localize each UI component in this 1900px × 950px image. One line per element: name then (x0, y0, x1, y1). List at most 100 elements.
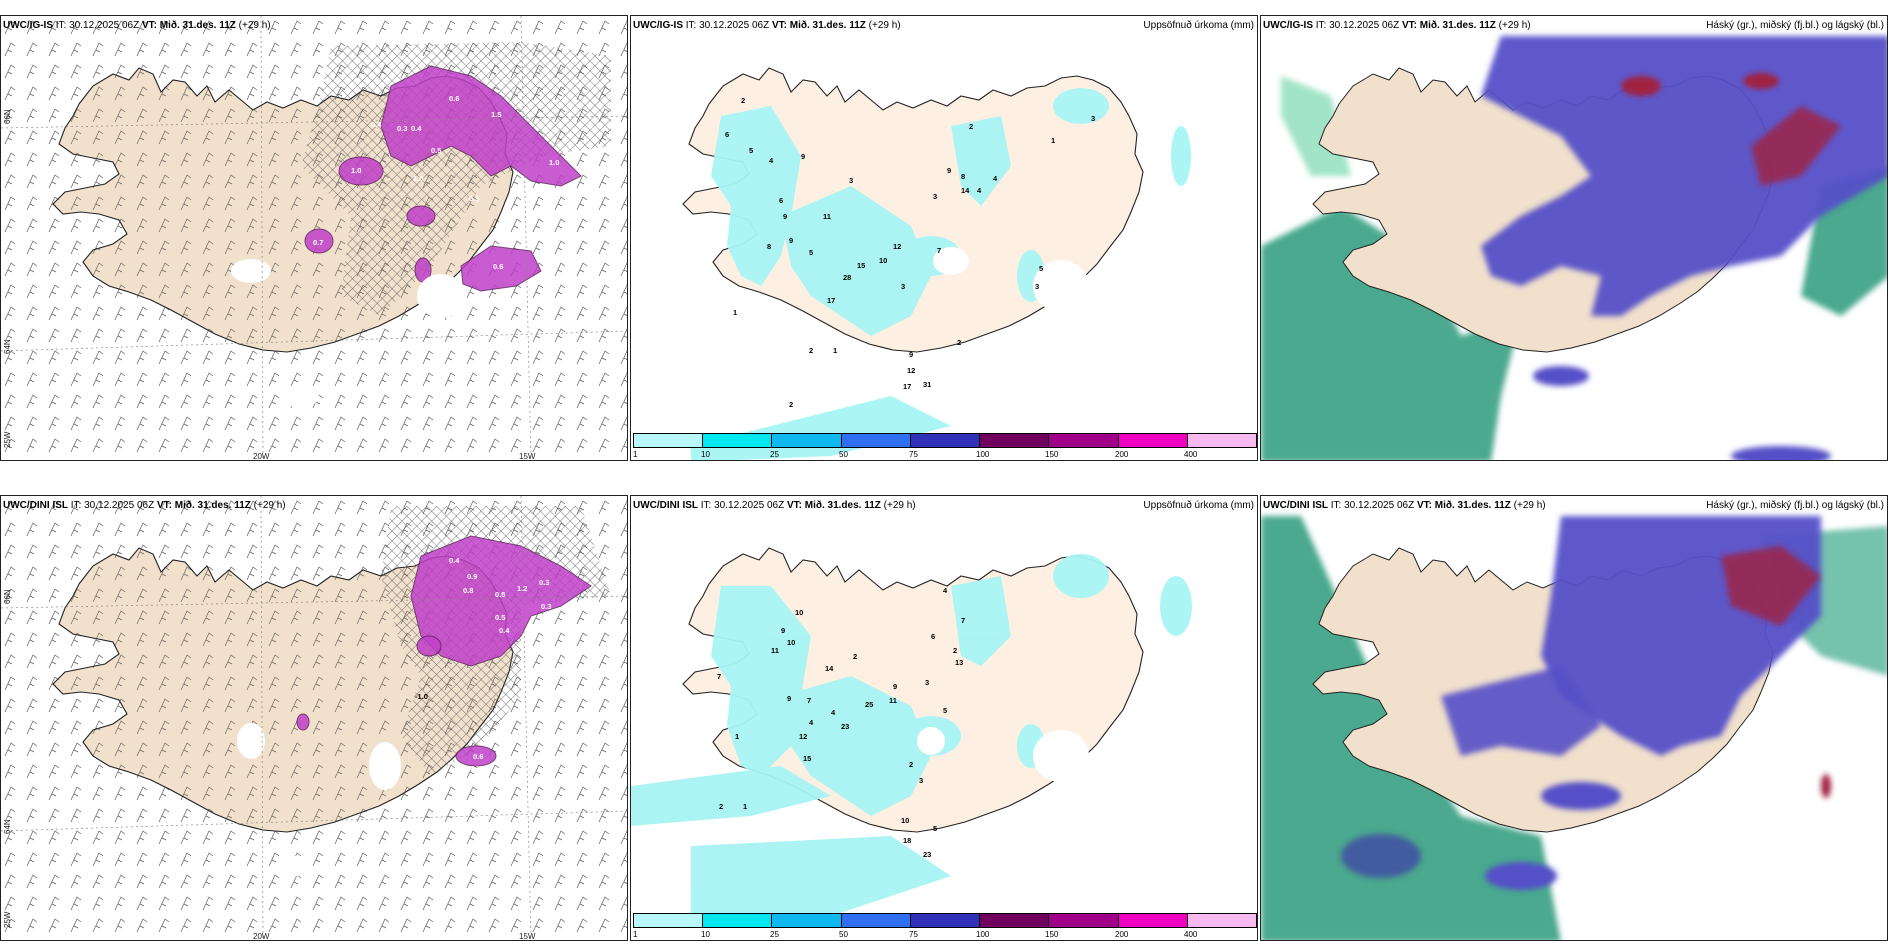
legend-swatch (1187, 914, 1256, 927)
precip-value: 15 (803, 754, 812, 763)
lat-label-66n: 66N (3, 109, 12, 124)
legend-swatch (634, 434, 704, 447)
precip-value: 2 (719, 802, 724, 811)
precip-value: 3 (925, 678, 930, 687)
precip-value: 5 (1039, 264, 1044, 273)
precip-value: 6 (725, 130, 730, 139)
cloud-map (1261, 496, 1887, 940)
legend-tick: 1 (633, 450, 638, 459)
wind-value: 0.3 (539, 578, 550, 587)
precip-value: 9 (787, 694, 792, 703)
wind-value: 0.6 (449, 94, 460, 103)
legend-tick: 200 (1115, 930, 1129, 939)
precip-value: 15 (857, 261, 866, 270)
wind-panel-row1: UWC/IG-IS IT: 30.12.2025 06Z VT: Mið. 31… (0, 15, 628, 461)
panel-title: Háský (gr.), miðský (fj.bl.) og lágský (… (1706, 500, 1884, 511)
lon-label-20w: 20W (253, 452, 270, 461)
precip-value: 7 (937, 246, 942, 255)
precip-value: 17 (827, 296, 836, 305)
legend-colorbar (633, 433, 1257, 448)
precip-value: 4 (977, 186, 982, 195)
wind-value: 0.3 (397, 124, 408, 133)
precip-value: 9 (789, 236, 794, 245)
legend-tick: 150 (1045, 450, 1059, 459)
precip-value: 10 (795, 608, 804, 617)
wind-value: 0.3 (541, 602, 552, 611)
legend-swatch (1118, 914, 1188, 927)
precip-value: 23 (923, 850, 932, 859)
legend-swatch (841, 914, 911, 927)
precip-legend: 1 10 25 50 75 100 150 200 400 (631, 431, 1257, 460)
legend-swatch (980, 434, 1050, 447)
wind-value: 0.6 (493, 262, 504, 271)
precip-value: 3 (901, 282, 906, 291)
wind-value: 0.7 (313, 238, 324, 247)
lon-label-20w: 20W (253, 932, 270, 941)
panel-title: Uppsöfnuð úrkoma (mm) (1143, 500, 1254, 511)
precip-value: 25 (865, 700, 874, 709)
precip-value: 2 (957, 338, 962, 347)
precip-value: 2 (969, 122, 974, 131)
precip-value: 2 (953, 646, 958, 655)
precip-value: 1 (735, 732, 740, 741)
precip-value: 9 (783, 212, 788, 221)
precip-panel-row2: UWC/DINI ISL IT: 30.12.2025 06Z VT: Mið.… (630, 495, 1258, 941)
precip-value: 9 (801, 152, 806, 161)
panel-title: Uppsöfnuð úrkoma (mm) (1143, 20, 1254, 31)
legend-swatch (1118, 434, 1188, 447)
legend-tick: 10 (701, 450, 710, 459)
lon-label-25w: 25W (3, 911, 12, 928)
legend-tick: 400 (1184, 450, 1198, 459)
precip-value: 12 (799, 732, 808, 741)
precip-value: 1 (833, 346, 838, 355)
wind-value: 0.9 (467, 572, 478, 581)
cloud-panel-row1: UWC/IG-IS IT: 30.12.2025 06Z VT: Mið. 31… (1260, 15, 1888, 461)
wind-value: 1.0 (351, 166, 362, 175)
high-cloud-blue (1481, 36, 1887, 460)
precip-value: 11 (771, 646, 779, 655)
precip-value: 1 (743, 802, 748, 811)
precip-value: 7 (961, 616, 966, 625)
precip-value: 8 (961, 172, 966, 181)
precip-value: 2 (789, 400, 794, 409)
precip-value: 5 (749, 146, 754, 155)
precip-value: 6 (931, 632, 936, 641)
wind-value: -1.0 (415, 692, 428, 701)
legend-tick: 200 (1115, 450, 1129, 459)
precip-value: 2 (909, 760, 914, 769)
wind-value: 0.5 (431, 146, 442, 155)
legend-swatch (634, 914, 704, 927)
legend-swatch (841, 434, 911, 447)
precip-value: 8 (767, 242, 772, 251)
wind-value: 0.4 (411, 124, 422, 133)
precip-shading (631, 554, 1192, 916)
precip-value: 1 (733, 308, 738, 317)
wind-map (1, 496, 627, 940)
hatched-area (301, 42, 611, 316)
wind-map (1, 16, 627, 460)
precip-map (682, 67, 1191, 460)
wind-value: 0.8 (463, 586, 474, 595)
lon-label-25w: 25W (3, 431, 12, 448)
precip-value: 3 (1091, 114, 1096, 123)
legend-swatch (772, 434, 842, 447)
precip-value: 5 (933, 824, 938, 833)
legend-tick: 10 (701, 930, 710, 939)
legend-tick: 1 (633, 930, 638, 939)
precip-value: 4 (993, 174, 998, 183)
wind-value: 0.4 (499, 626, 510, 635)
red-cloud-streaks (1721, 546, 1831, 798)
precip-value: 4 (809, 718, 814, 727)
precip-value: 28 (843, 273, 852, 282)
precip-value: 9 (909, 350, 914, 359)
wind-value: 0.4 (371, 120, 382, 129)
precip-value: 9 (947, 166, 952, 175)
legend-swatch (703, 434, 773, 447)
legend-swatch (910, 434, 981, 447)
wind-value: 0.4 (449, 556, 460, 565)
legend-swatch (1049, 914, 1119, 927)
wind-value: 0.6 (473, 752, 484, 761)
lat-label-64n: 64N (3, 339, 12, 354)
dry-patches (231, 259, 465, 408)
precip-value: 7 (807, 696, 812, 705)
